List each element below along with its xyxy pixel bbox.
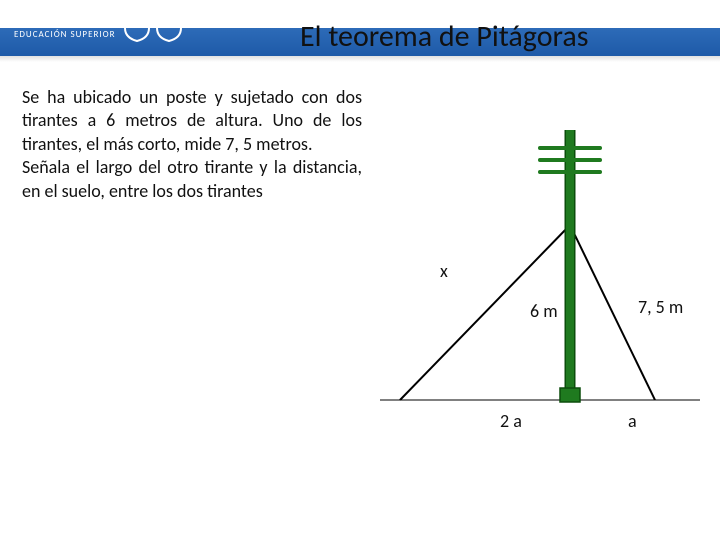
brand-text: La Araucana EDUCACIÓN SUPERIOR xyxy=(14,10,115,39)
brand-top-la: La xyxy=(14,8,35,30)
brand-subtitle: EDUCACIÓN SUPERIOR xyxy=(14,30,115,39)
page-title: El teorema de Pitágoras xyxy=(300,18,589,55)
pole-diagram-svg xyxy=(380,110,700,450)
label-short: 7, 5 m xyxy=(638,296,683,318)
problem-text: Se ha ubicado un poste y sujetado con do… xyxy=(22,86,362,203)
brand-shields xyxy=(123,8,183,42)
label-height: 6 m xyxy=(530,300,558,322)
label-base-l: 2 a xyxy=(500,410,522,432)
label-base-r: a xyxy=(628,410,637,432)
pole-diagram: x 6 m 7, 5 m 2 a a xyxy=(380,110,700,450)
label-x: x xyxy=(440,260,448,282)
header: La Araucana EDUCACIÓN SUPERIOR El teorem… xyxy=(0,0,720,70)
problem-p3: Señala el largo del otro tirante y la di… xyxy=(22,156,362,201)
brand-logo: La Araucana EDUCACIÓN SUPERIOR xyxy=(14,8,183,42)
shield-icon xyxy=(123,8,151,42)
shield-icon xyxy=(155,8,183,42)
brand-top-name: Araucana xyxy=(35,8,104,30)
header-ribbon-shadow xyxy=(0,56,720,62)
